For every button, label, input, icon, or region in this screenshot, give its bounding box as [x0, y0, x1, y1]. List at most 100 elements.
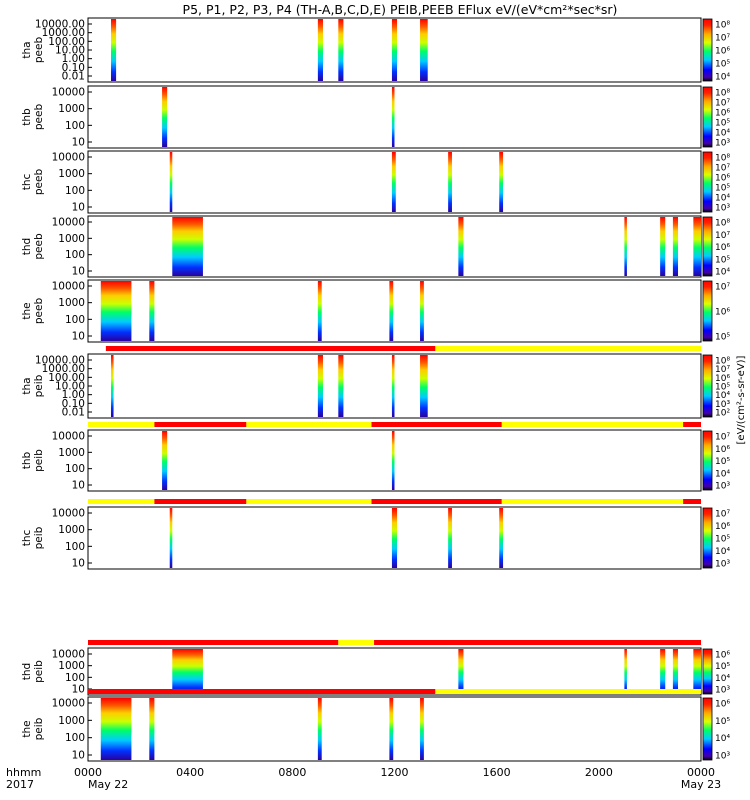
flux-burst	[693, 217, 701, 276]
flux-burst	[149, 698, 155, 760]
flux-burst	[391, 355, 395, 417]
colorbar	[702, 216, 713, 277]
y-tick-label: 100	[65, 541, 85, 553]
colorbar-tick-label: 10³	[715, 139, 730, 149]
colorbar	[702, 86, 713, 148]
status-bar-segment	[371, 499, 502, 504]
panel-instrument-label: peib	[33, 374, 45, 397]
x-tick-label: 2000	[585, 766, 613, 779]
y-tick-label: 10000	[52, 508, 85, 520]
colorbar-tick-label: 10⁷	[715, 164, 730, 174]
panel-instrument-label: peeb	[33, 298, 45, 325]
colorbar-tick-label: 10⁴	[715, 194, 730, 204]
y-tick-label: 1000	[58, 447, 85, 459]
panel-probe-label: tha	[21, 41, 33, 58]
flux-burst	[110, 19, 117, 81]
status-bar-segment	[88, 422, 155, 427]
colorbar-tick-label: 10⁸	[715, 219, 730, 229]
flux-burst	[162, 87, 168, 147]
panel-the-peib: 10000 1000 100 10 the peib 10⁶ 10⁵ 10⁴ 10³	[21, 689, 730, 762]
colorbar-tick-label: 10⁷	[715, 231, 730, 241]
status-bar-segment	[246, 422, 372, 427]
colorbar-tick-label: 10⁸	[715, 357, 730, 367]
colorbar-tick-label: 10⁴	[715, 129, 730, 139]
colorbar-tick-label: 10³	[715, 482, 730, 492]
flux-burst	[172, 649, 203, 694]
colorbar-tick-label: 10⁸	[715, 89, 730, 99]
y-tick-label: 1000	[58, 524, 85, 536]
colorbar-tick-label: 10⁶	[715, 522, 730, 532]
colorbar-tick-label: 10⁵	[715, 184, 730, 194]
colorbar-tick-label: 10⁴	[715, 547, 730, 557]
y-tick-label: 10000	[52, 152, 85, 164]
panel-probe-label: thb	[21, 108, 33, 126]
colorbar-tick-label: 10³	[715, 204, 730, 214]
flux-burst	[420, 355, 428, 417]
panel-frame	[87, 696, 702, 762]
flux-burst	[391, 19, 398, 81]
panel-instrument-label: peeb	[33, 104, 45, 131]
panel-probe-label: the	[21, 720, 33, 737]
y-tick-label: 10000	[52, 281, 85, 293]
flux-burst	[458, 649, 464, 694]
y-tick-label: 100	[65, 732, 85, 744]
colorbar-tick-label: 10³	[715, 560, 730, 570]
colorbar-tick-label: 10⁵	[715, 255, 730, 265]
colorbar-tick-label: 10⁶	[715, 47, 730, 57]
flux-burst	[100, 698, 132, 760]
flux-burst	[169, 152, 173, 212]
panel-probe-label: thd	[21, 663, 33, 680]
colorbar-tick-label: 10³	[715, 400, 730, 410]
colorbar-tick-label: 10⁶	[715, 109, 730, 119]
x-tick-labels: 0000 0400 0800 1200 1600 2000 0000	[74, 766, 715, 779]
x-date-start: May 22	[88, 778, 128, 791]
colorbar-tick-label: 10⁴	[715, 469, 730, 479]
y-tick-label: 10	[72, 202, 85, 214]
flux-burst	[391, 431, 395, 490]
panel-the-peeb: 10000 1000 100 10 the peeb 10⁷ 10⁶ 10⁵	[21, 279, 730, 343]
x-tick-label: 0000	[687, 766, 715, 779]
panel-probe-label: thd	[21, 238, 33, 255]
colorbar-tick-label: 10⁵	[715, 535, 730, 545]
status-bar-segment	[338, 640, 375, 645]
colorbar	[702, 18, 713, 82]
status-bar-segment	[154, 499, 247, 504]
y-tick-label: 10.00	[55, 381, 85, 393]
flux-burst	[338, 355, 344, 417]
panel-thd-peeb: 10000 1000 100 10 thd peeb 10⁸ 10⁷ 10⁶ 10⁵ 10⁴	[21, 215, 730, 278]
y-tick-label: 10	[72, 684, 85, 696]
flux-burst	[317, 19, 323, 81]
colorbar-tick-label: 10⁶	[715, 174, 730, 184]
colorbar	[702, 280, 713, 342]
colorbar	[702, 507, 713, 569]
status-bar-segment	[88, 499, 155, 504]
colorbar-tick-label: 10⁵	[715, 333, 730, 343]
y-tick-label: 10.00	[55, 45, 85, 57]
colorbar-unit-label: [eV/(cm²-s-sr-eV)]	[736, 355, 747, 444]
colorbar-tick-label: 10⁶	[715, 374, 730, 384]
flux-burst	[162, 431, 168, 490]
y-tick-label: 10	[72, 331, 85, 343]
flux-burst	[391, 152, 396, 212]
panel-instrument-label: peib	[33, 660, 45, 683]
flux-burst	[672, 217, 679, 276]
status-bar-segment	[501, 422, 684, 427]
x-corner-label-top: hhmm	[6, 766, 41, 779]
status-bar-segment	[683, 499, 701, 504]
panel-thc-peib: 10000 1000 100 10 thc peib 10⁷ 10⁶ 10⁵ 10⁴ 10³	[21, 499, 730, 570]
colorbar-tick-label: 10⁶	[715, 651, 730, 661]
colorbar-tick-label: 10⁷	[715, 34, 730, 44]
y-tick-label: 10000	[52, 649, 85, 661]
panel-probe-label: thb	[21, 451, 33, 469]
flux-burst	[391, 87, 395, 147]
colorbar-tick-label: 10³	[715, 752, 730, 762]
colorbar	[702, 354, 713, 418]
flux-burst	[389, 698, 394, 760]
status-bar-segment	[88, 689, 436, 694]
flux-burst	[391, 508, 398, 568]
y-tick-label: 0.10	[62, 398, 85, 410]
status-bar-segment	[683, 422, 701, 427]
y-tick-label: 10	[72, 137, 85, 149]
